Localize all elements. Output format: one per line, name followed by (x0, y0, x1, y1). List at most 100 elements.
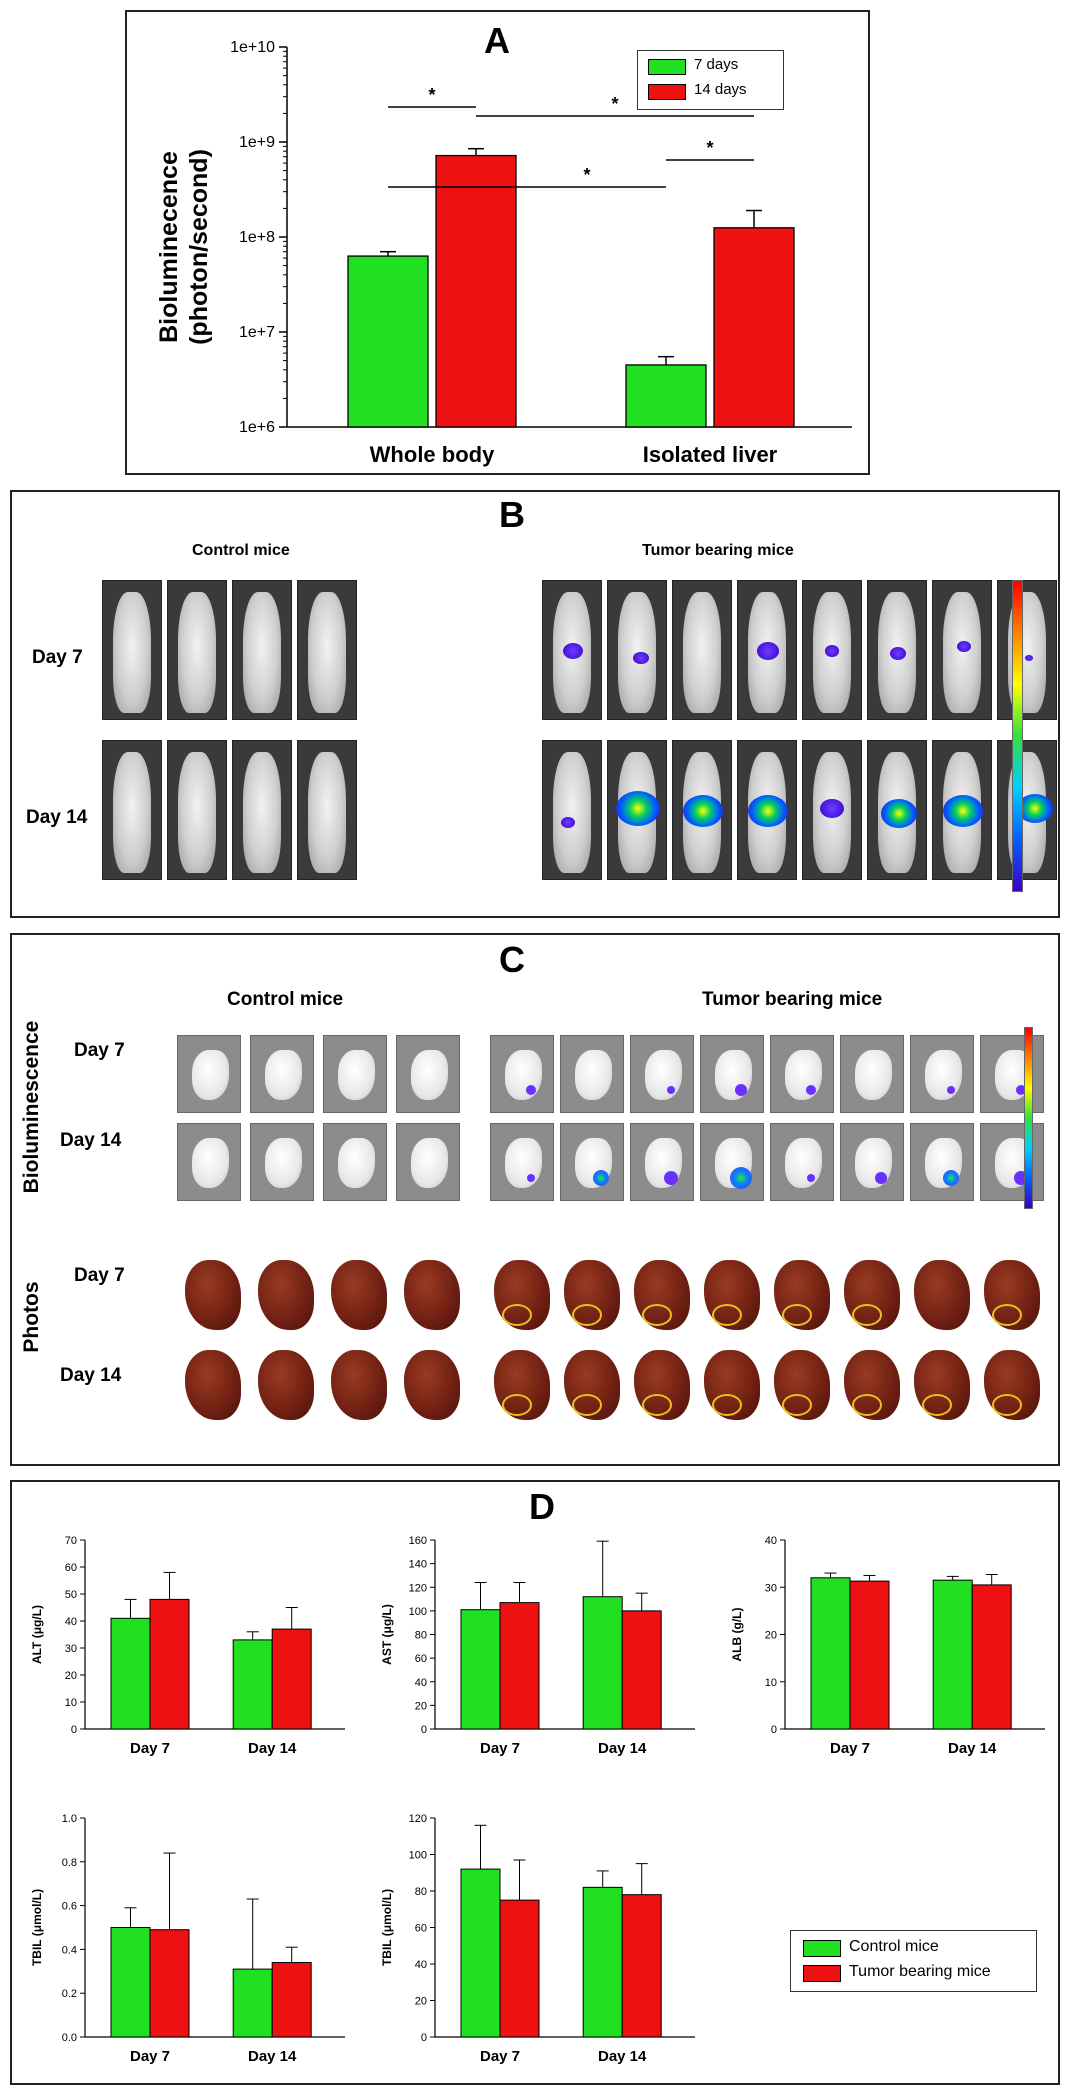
panel-b-row-day7: Day 7 (32, 647, 83, 668)
panel-c: C Control mice Tumor bearing mice Biolum… (10, 933, 1060, 1466)
liver-photo (774, 1350, 830, 1420)
panel-a-letter: A (484, 20, 510, 61)
mouse-image (297, 740, 357, 880)
liver-bioluminescence-image (396, 1123, 460, 1201)
y-tick-label: 80 (415, 1630, 427, 1642)
panel-c-tumor-title: Tumor bearing mice (702, 989, 883, 1010)
y-tick-label: 0 (421, 1724, 427, 1736)
bar (149, 1929, 190, 2038)
mouse-image (542, 580, 602, 720)
liver-photo (258, 1350, 314, 1420)
x-tick-label: Day 14 (948, 1740, 997, 1757)
bar (347, 255, 429, 428)
panel-c-row-photo-day7: Day 7 (74, 1265, 125, 1286)
panel-c-letter: C (499, 939, 525, 980)
y-tick-label: 1e+10 (230, 39, 275, 56)
panel-c-control-title: Control mice (227, 989, 344, 1010)
liver-photo (404, 1350, 460, 1420)
liver-photo (564, 1260, 620, 1330)
y-tick-label: 0 (71, 1724, 77, 1736)
x-tick-label: Day 14 (598, 2048, 647, 2065)
liver-bioluminescence-image (700, 1123, 764, 1201)
y-tick-label: 80 (415, 1886, 427, 1898)
y-tick-label: 40 (415, 1677, 427, 1689)
x-tick-label: Day 14 (598, 1740, 647, 1757)
liver-photo (494, 1350, 550, 1420)
mouse-image (867, 580, 927, 720)
y-tick-label: 40 (765, 1535, 777, 1547)
mouse-image (997, 580, 1057, 720)
y-tick-label: 30 (765, 1582, 777, 1594)
liver-photo (984, 1260, 1040, 1330)
legend-label-tumor: Tumor bearing mice (849, 1963, 991, 1980)
y-tick-label: 40 (65, 1616, 77, 1628)
mouse-image (102, 580, 162, 720)
panel-c-colorbar (1024, 1027, 1033, 1209)
y-tick-label: 20 (65, 1670, 77, 1682)
liver-bioluminescence-image (840, 1035, 904, 1113)
liver-bioluminescence-image (910, 1035, 974, 1113)
liver-photo (844, 1260, 900, 1330)
y-tick-label: 20 (415, 1996, 427, 2008)
liver-photo (774, 1260, 830, 1330)
x-tick-label: Day 14 (248, 2048, 297, 2065)
panel-d-ast-chart: 0 20 40 60 80 100 120 140 160 AST (μg/L) Day 7 Day … (380, 1535, 695, 1757)
panel-c-side-label-photos: Photos (20, 1281, 43, 1353)
liver-bioluminescence-image (323, 1035, 387, 1113)
liver-bioluminescence-image (396, 1035, 460, 1113)
y-tick-label: 20 (765, 1630, 777, 1642)
y-tick-label: 0.8 (62, 1857, 77, 1869)
panel-c-row-photo-day14: Day 14 (60, 1365, 122, 1386)
mouse-image (607, 740, 667, 880)
bar (971, 1584, 1012, 1730)
liver-bioluminescence-image (250, 1123, 314, 1201)
y-tick-label: 60 (415, 1653, 427, 1665)
bar (110, 1617, 151, 1730)
liver-bioluminescence-image (560, 1123, 624, 1201)
significance-star: * (583, 165, 590, 185)
y-tick-label: 0.4 (62, 1944, 77, 1956)
mouse-image (167, 580, 227, 720)
liver-photo (404, 1260, 460, 1330)
bar (713, 227, 795, 428)
y-tick-label: 100 (409, 1850, 427, 1862)
liver-bioluminescence-image (980, 1035, 1044, 1113)
bar (460, 1609, 501, 1730)
liver-bioluminescence-image (323, 1123, 387, 1201)
bar (232, 1639, 273, 1730)
y-tick-label: 0.6 (62, 1901, 77, 1913)
panel-d-tbil-chart-2: 0 20 40 60 80 100 120 TBIL (μmol/L) Day 7 Day 14 (380, 1813, 695, 2065)
liver-bioluminescence-image (177, 1035, 241, 1113)
y-tick-label: 1e+9 (239, 134, 275, 151)
bar (582, 1886, 623, 2038)
panel-b-row-day14: Day 14 (26, 807, 88, 828)
liver-photo (914, 1260, 970, 1330)
mouse-image (607, 580, 667, 720)
y-tick-label: 70 (65, 1535, 77, 1547)
mouse-image (867, 740, 927, 880)
mouse-image (737, 580, 797, 720)
liver-bioluminescence-image (630, 1035, 694, 1113)
legend-swatch-14days (648, 84, 686, 100)
y-tick-label: 60 (415, 1923, 427, 1935)
panel-a-chart: 1e+6 1e+7 1e+8 1e+9 1e+10 Whole body Isolated … (230, 39, 852, 467)
liver-bioluminescence-image (840, 1123, 904, 1201)
y-tick-label: 10 (65, 1697, 77, 1709)
mouse-image (297, 580, 357, 720)
y-tick-label: 1e+8 (239, 229, 275, 246)
mouse-image (542, 740, 602, 880)
y-tick-label: 0.0 (62, 2032, 77, 2044)
x-tick-label: Day 7 (480, 2048, 520, 2065)
liver-photo (984, 1350, 1040, 1420)
liver-photo (914, 1350, 970, 1420)
x-tick-label: Whole body (370, 442, 495, 467)
panel-b-control-title: Control mice (192, 542, 290, 559)
significance-star: * (428, 85, 435, 105)
bar (625, 364, 707, 428)
liver-bioluminescence-image (630, 1123, 694, 1201)
y-tick-label: 0 (771, 1724, 777, 1736)
mouse-image (672, 740, 732, 880)
liver-bioluminescence-image (700, 1035, 764, 1113)
mouse-image (802, 580, 862, 720)
mouse-image (102, 740, 162, 880)
